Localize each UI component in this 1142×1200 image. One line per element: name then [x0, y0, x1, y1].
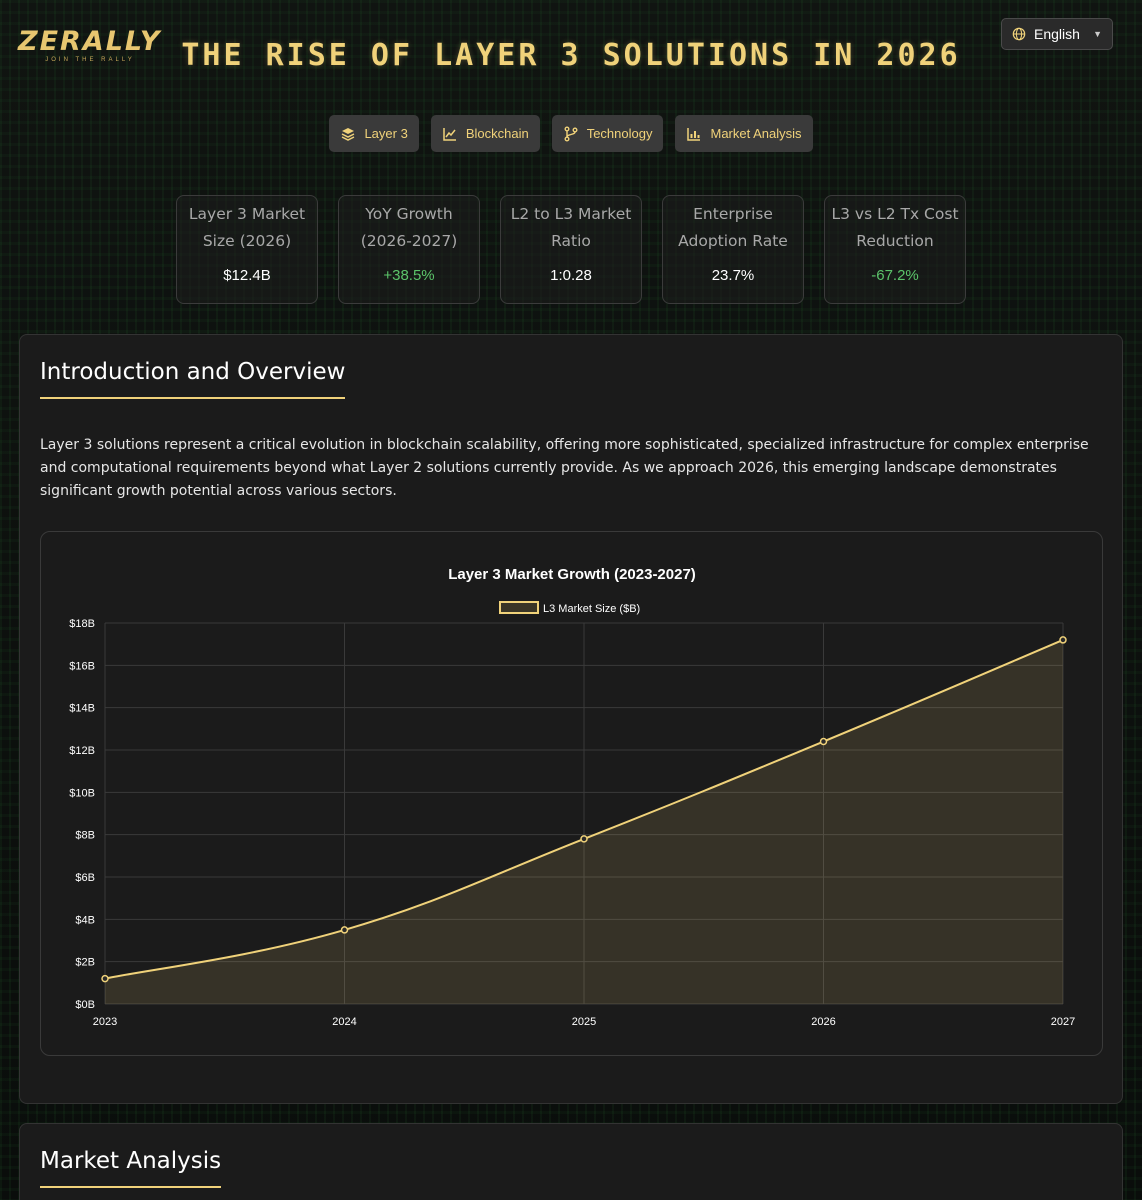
stat-label: L2 to L3 Market Ratio — [510, 205, 632, 250]
git-branch-icon — [564, 126, 578, 141]
series-area — [105, 639, 1063, 1004]
y-tick-label: $2B — [75, 957, 95, 969]
tag-label: Blockchain — [465, 126, 529, 141]
chart-line-icon — [443, 127, 456, 141]
stats-row: Layer 3 Market Size (2026) $12.4B YoY Gr… — [176, 195, 966, 304]
stat-value: +38.5% — [383, 267, 435, 284]
data-point — [819, 737, 828, 746]
stat-card: L2 to L3 Market Ratio 1:0.28 — [500, 195, 642, 304]
x-tick-label: 2024 — [332, 1016, 356, 1028]
legend-label: L3 Market Size ($B) — [543, 603, 640, 615]
y-tick-label: $16B — [69, 660, 95, 672]
stat-card: Layer 3 Market Size (2026) $12.4B — [176, 195, 318, 304]
y-tick-label: $6B — [75, 872, 95, 884]
page-title: THE RISE OF LAYER 3 SOLUTIONS IN 2026 — [181, 38, 961, 73]
section-heading: Introduction and Overview — [40, 359, 346, 399]
x-tick-label: 2025 — [572, 1016, 596, 1028]
market-analysis-section: Market Analysis — [19, 1123, 1123, 1200]
brand-tagline: JOIN THE RALLY — [45, 57, 135, 63]
globe-icon — [1012, 27, 1026, 41]
data-point — [101, 974, 109, 983]
chart-legend[interactable]: L3 Market Size ($B) — [499, 601, 640, 615]
topic-tags: Layer 3 Blockchain Technology Market Ana… — [0, 115, 1142, 152]
brand-logo[interactable]: ZERALLY JOIN THE RALLY — [18, 26, 162, 64]
y-tick-label: $10B — [69, 787, 95, 799]
stat-label: Enterprise Adoption Rate — [678, 205, 788, 250]
header: ZERALLY JOIN THE RALLY THE RISE OF LAYER… — [0, 0, 1142, 100]
chart-title: Layer 3 Market Growth (2023-2027) — [448, 566, 696, 583]
layers-icon — [342, 127, 355, 141]
section-body: Layer 3 solutions represent a critical e… — [40, 437, 1089, 499]
data-point — [580, 835, 588, 843]
stat-value: -67.2% — [871, 267, 919, 284]
y-axis: $0B $2B $4B $6B $8B $10B $12B $14B $16B $18B — [69, 618, 95, 1011]
tag-label: Technology — [586, 126, 653, 141]
bar-chart-icon — [687, 127, 701, 141]
y-tick-label: $4B — [75, 914, 95, 926]
y-tick-label: $0B — [75, 999, 95, 1011]
x-tick-label: 2027 — [1051, 1016, 1075, 1028]
y-tick-label: $18B — [69, 618, 95, 630]
stat-value: 23.7% — [711, 267, 755, 284]
y-tick-label: $8B — [75, 830, 95, 842]
x-axis: 2023 2024 2025 2026 2027 — [93, 1016, 1075, 1028]
intro-section: Introduction and Overview Layer 3 soluti… — [19, 334, 1123, 1104]
stat-label: L3 vs L2 Tx Cost Reduction — [831, 205, 959, 250]
stat-card: L3 vs L2 Tx Cost Reduction -67.2% — [824, 195, 966, 304]
data-point — [1059, 636, 1067, 644]
language-label: English — [1034, 26, 1080, 42]
chevron-down-icon: ▼ — [1093, 29, 1102, 39]
language-selector[interactable]: English ▼ — [1001, 18, 1113, 50]
tag-layer-3[interactable]: Layer 3 — [329, 115, 419, 152]
stat-value: $12.4B — [223, 267, 271, 284]
stat-label: Layer 3 Market Size (2026) — [188, 205, 306, 250]
x-tick-label: 2026 — [811, 1016, 835, 1028]
tag-label: Layer 3 — [364, 126, 408, 141]
tag-label: Market Analysis — [710, 126, 802, 141]
tag-blockchain[interactable]: Blockchain — [430, 115, 540, 152]
brand-name: ZERALLY — [18, 26, 162, 57]
stat-value: 1:0.28 — [550, 267, 592, 284]
section-heading: Market Analysis — [40, 1148, 222, 1188]
chart-svg: Layer 3 Market Growth (2023-2027) L3 Mar… — [69, 566, 1075, 1028]
y-tick-label: $12B — [69, 745, 95, 757]
legend-swatch — [499, 601, 539, 614]
data-point — [340, 926, 349, 934]
stat-card: YoY Growth (2026-2027) +38.5% — [338, 195, 480, 304]
tag-technology[interactable]: Technology — [551, 115, 664, 152]
tag-market-analysis[interactable]: Market Analysis — [675, 115, 813, 152]
market-growth-chart: Layer 3 Market Growth (2023-2027) L3 Mar… — [40, 531, 1103, 1056]
stat-card: Enterprise Adoption Rate 23.7% — [662, 195, 804, 304]
stat-label: YoY Growth (2026-2027) — [360, 205, 458, 250]
series-points — [101, 636, 1067, 983]
x-tick-label: 2023 — [93, 1016, 117, 1028]
y-tick-label: $14B — [69, 703, 95, 715]
chart-grid — [104, 622, 1064, 1005]
